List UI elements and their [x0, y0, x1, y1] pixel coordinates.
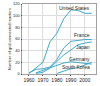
svg-text:1960: 1960: [23, 77, 34, 83]
svg-text:South Korea: South Korea: [62, 64, 90, 70]
svg-text:2000: 2000: [79, 77, 90, 83]
svg-text:Number of grid-connected react: Number of grid-connected reactors: [7, 8, 12, 70]
svg-text:Japan: Japan: [76, 44, 90, 50]
svg-text:0: 0: [17, 71, 20, 76]
svg-text:1970: 1970: [37, 77, 48, 83]
svg-text:France: France: [74, 32, 90, 38]
svg-text:80: 80: [15, 25, 20, 30]
svg-text:1980: 1980: [51, 77, 62, 83]
svg-text:Germany: Germany: [69, 56, 90, 62]
svg-text:40: 40: [15, 48, 20, 53]
svg-text:100: 100: [13, 13, 20, 18]
svg-text:20: 20: [15, 60, 20, 65]
svg-text:60: 60: [15, 36, 20, 41]
svg-text:United States: United States: [59, 5, 90, 11]
svg-text:1990: 1990: [65, 77, 76, 83]
svg-text:120: 120: [13, 1, 20, 6]
